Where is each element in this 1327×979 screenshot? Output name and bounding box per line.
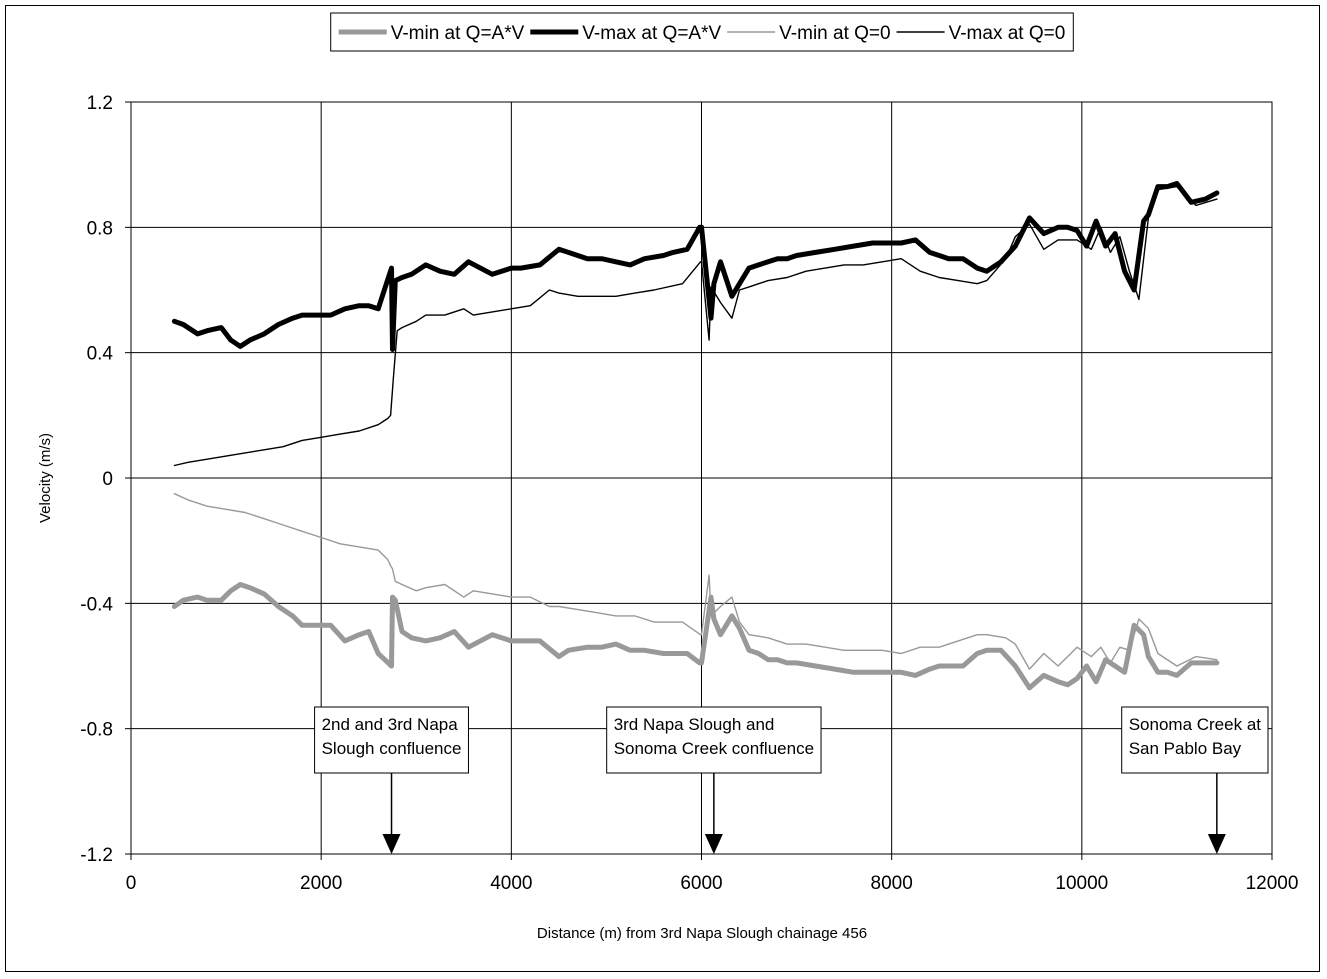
y-tick-label: 0.8 (87, 218, 113, 239)
annotation-arrow-head (382, 834, 401, 854)
annotation-box (606, 706, 822, 774)
legend-item-2: V-max at Q=A*V (530, 23, 721, 44)
chart-frame (5, 5, 1320, 972)
x-tick-label: 4000 (490, 873, 532, 894)
x-tick-label: 10000 (1055, 873, 1108, 894)
legend-box (330, 12, 1074, 52)
annotation-text: 3rd Napa Slough and (614, 715, 775, 734)
legend-item-4: V-max at Q=0 (896, 23, 1066, 44)
legend-label: V-max at Q=0 (949, 23, 1066, 44)
annotation-1: 2nd and 3rd Napa Slough confluence (314, 706, 469, 854)
x-tick-label: 2000 (300, 873, 342, 894)
y-tick-label: 0 (102, 469, 113, 490)
y-tick-label: -0.4 (80, 594, 113, 615)
x-tick-label: 0 (126, 873, 137, 894)
annotation-text: Sonoma Creek confluence (614, 739, 814, 758)
annotation-box (314, 706, 469, 774)
x-tick-label: 12000 (1246, 873, 1299, 894)
y-tick-label: 0.4 (87, 344, 114, 365)
series-line-3 (173, 493, 1218, 670)
annotations: 2nd and 3rd Napa Slough confluence 3rd Nap… (314, 706, 1269, 854)
series-line-2 (171, 181, 1220, 352)
legend-label: V-min at Q=A*V (391, 23, 525, 44)
y-axis-title: Velocity (m/s) (37, 433, 54, 523)
series-line-1 (171, 582, 1220, 691)
annotation-2: 3rd Napa Slough and Sonoma Creek confluen… (606, 706, 822, 854)
annotation-box (1121, 706, 1269, 774)
y-tick-label: 1.2 (87, 93, 113, 114)
x-axis-title: Distance (m) from 3rd Napa Slough chaina… (537, 925, 867, 942)
legend-label: V-max at Q=A*V (582, 23, 721, 44)
legend-item-3: V-min at Q=0 (727, 23, 891, 44)
annotation-3: Sonoma Creek at San Pablo Bay (1121, 706, 1269, 854)
annotation-text: Sonoma Creek at (1129, 715, 1262, 734)
series-layer (171, 181, 1220, 691)
legend-label: V-min at Q=0 (779, 23, 890, 44)
legend: V-min at Q=A*V V-max at Q=A*V V-min at Q=0… (330, 12, 1074, 52)
x-tick-label: 6000 (680, 873, 722, 894)
legend-item-1: V-min at Q=A*V (338, 23, 525, 44)
series-line-4 (173, 185, 1218, 467)
tick-labels: 0 2000 4000 6000 8000 10000 12000 -1.2 -0.8 -0.4 0… (80, 93, 1298, 894)
annotation-arrow-head (704, 834, 723, 854)
y-tick-label: -1.2 (80, 845, 113, 866)
annotation-text: 2nd and 3rd Napa (322, 715, 459, 734)
x-tick-label: 8000 (871, 873, 913, 894)
annotation-text: San Pablo Bay (1129, 739, 1242, 758)
y-tick-label: -0.8 (80, 720, 113, 741)
annotation-arrow-head (1207, 834, 1226, 854)
annotation-text: Slough confluence (322, 739, 462, 758)
